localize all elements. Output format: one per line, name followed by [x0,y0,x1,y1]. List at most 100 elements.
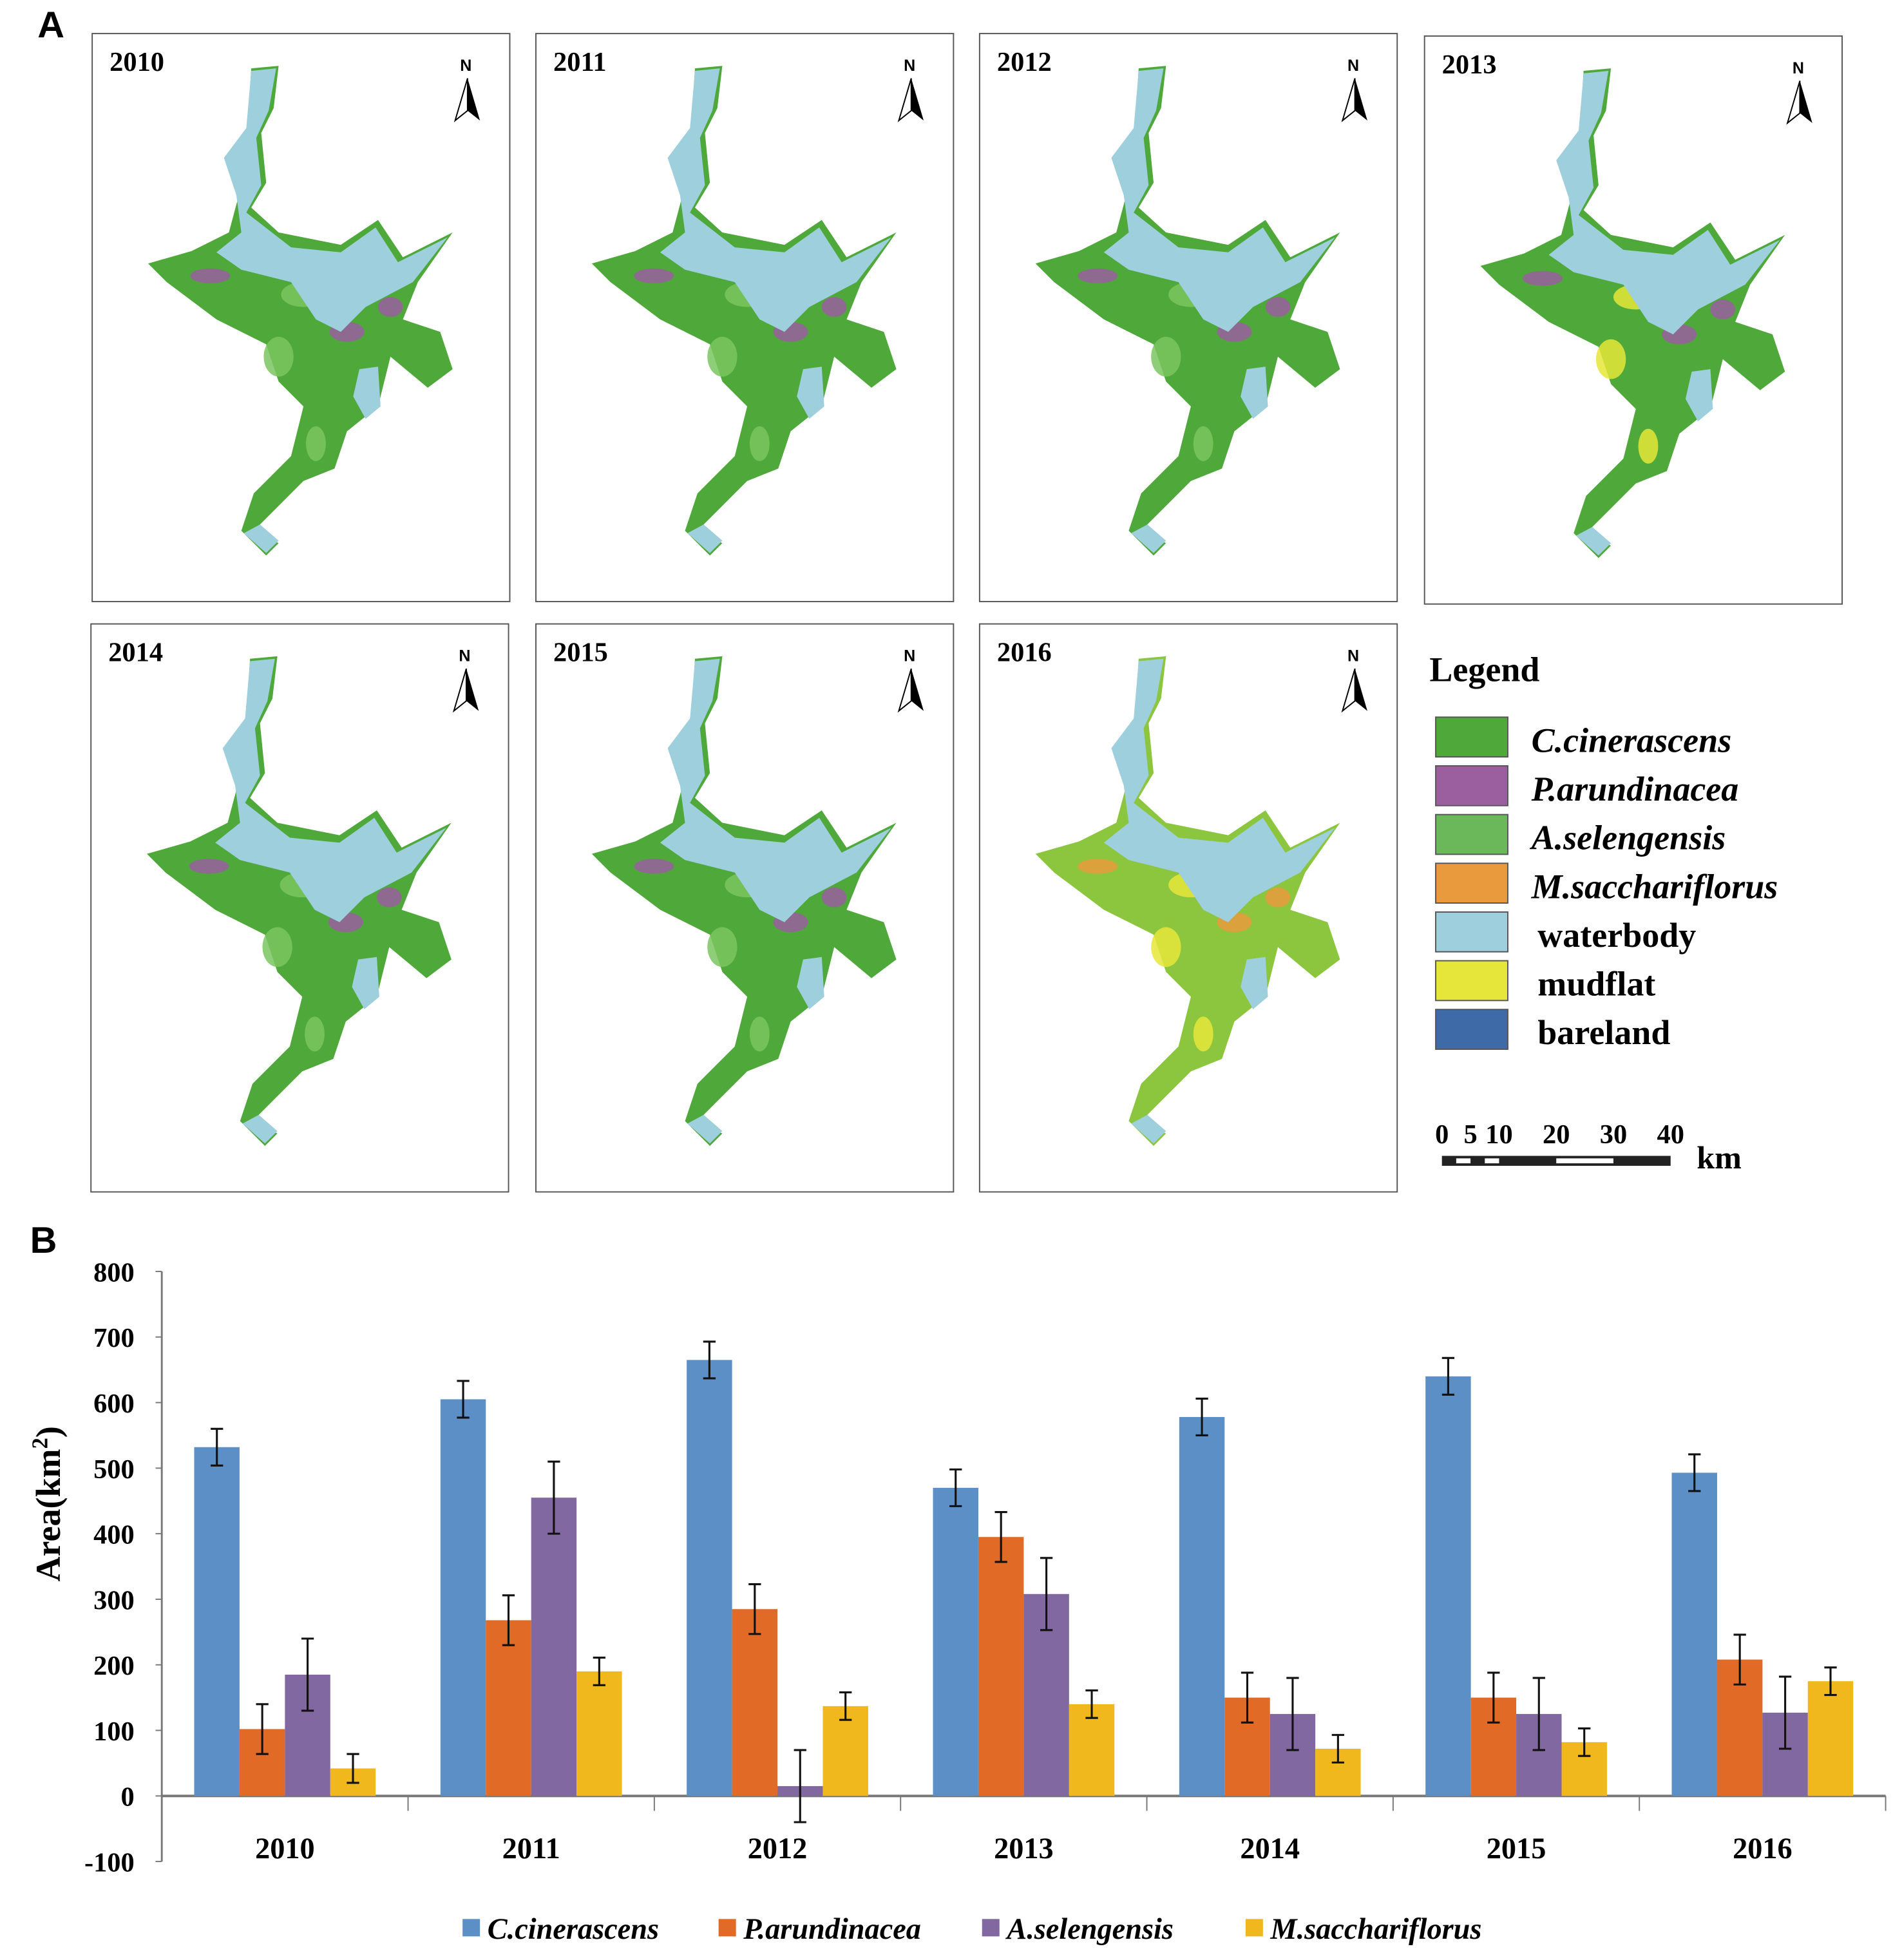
map-panel-2011: 2011 N [535,33,955,602]
legend-swatch [1435,960,1508,1002]
vegetation-patch [1151,927,1181,967]
north-label: N [904,57,915,75]
north-label: N [1793,59,1804,77]
bar-c-cinerascens-2010 [194,1447,240,1796]
legend-swatch [1435,716,1508,758]
legend-label: M.sacchariflorus [1531,867,1778,906]
vegetation-patch [1710,300,1736,319]
legend-swatch [1435,1009,1508,1050]
y-tick-label: 200 [93,1651,135,1681]
chart-legend-label: M.sacchariflorus [1270,1913,1481,1946]
vegetation-patch [707,927,737,967]
y-tick-label: 700 [93,1323,135,1353]
scale-tick-label: 20 [1543,1119,1570,1150]
vegetation-patch [749,1016,770,1052]
north-arrow-icon [1355,78,1367,121]
map-panel-2013: 2013 N [1423,35,1843,605]
vegetation-patch [1151,336,1181,377]
y-tick-label: 400 [93,1520,135,1550]
legend-item: M.sacchariflorus [1435,862,1778,906]
north-arrow-icon [1800,81,1812,124]
bar-p-arundinacea-2011 [486,1620,531,1796]
vegetation-patch [306,426,326,461]
vegetation-patch [262,927,292,967]
legend-label: mudflat [1537,965,1655,1004]
chart-legend-item: P.arundinacea [718,1913,921,1946]
vegetation-patch [1193,1016,1213,1052]
bar-c-cinerascens-2014 [1179,1416,1225,1796]
bar-m-sacchariflorus-2012 [823,1706,868,1796]
scale-tick-label: 10 [1485,1119,1512,1150]
legend-label: C.cinerascens [1532,721,1732,759]
bar-chart: 800 700 600 500 400 300 200 100 0 -100 Area(km2) 20… [28,1257,1887,1946]
vegetation-patch [634,268,674,283]
vegetation-patch [1265,887,1291,908]
bar-a-selengensis-2011 [531,1498,577,1796]
chart-legend-swatch [1245,1919,1263,1937]
panel-a-label: A [37,5,64,46]
y-tick-label: 600 [93,1389,135,1419]
y-tick-label: 500 [93,1454,135,1485]
chart-legend-swatch [462,1919,480,1937]
map-year-label: 2013 [1442,50,1497,80]
bar-c-cinerascens-2016 [1671,1472,1717,1796]
vegetation-patch [821,887,847,908]
map-year-label: 2016 [997,638,1052,668]
vegetation-patch [1638,428,1659,464]
vegetation-patch [707,336,737,377]
y-tick-label: 800 [93,1257,135,1288]
x-tick-label: 2016 [1733,1832,1793,1865]
vegetation-patch [1265,297,1291,318]
map-year-label: 2012 [997,47,1052,77]
legend-item: C.cinerascens [1435,716,1732,759]
legend-item: mudflat [1435,960,1655,1004]
y-label-end: ) [29,1426,68,1438]
x-tick-label: 2014 [1240,1832,1300,1865]
map-legend: Legend C.cinerascens P.arundinacea A.selen… [1429,650,1778,1175]
y-tick-label: 0 [121,1782,135,1813]
vegetation-patch [263,336,294,377]
legend-label: waterbody [1537,916,1696,955]
legend-label: bareland [1537,1013,1670,1052]
y-tick-label: 100 [93,1717,135,1747]
vegetation-patch [749,426,770,461]
scale-tick-label: 40 [1657,1119,1684,1150]
vegetation-patch [634,859,674,874]
scale-bar-segment [1556,1158,1613,1164]
y-tick-label: 300 [93,1585,135,1615]
scale-tick-label: 0 [1435,1119,1449,1150]
north-label: N [1347,57,1359,75]
x-tick-label: 2012 [748,1832,808,1865]
map-year-label: 2014 [108,638,163,668]
legend-item: waterbody [1435,911,1696,955]
panel-b-label: B [30,1220,57,1261]
scale-unit: km [1697,1139,1742,1175]
bar-m-sacchariflorus-2013 [1069,1704,1115,1796]
map-panel-2012: 2012 N [978,33,1398,602]
bar-c-cinerascens-2011 [440,1399,486,1796]
y-tick-label: -100 [84,1848,135,1878]
map-panel-2015: 2015 N [535,623,955,1193]
scale-tick-label: 5 [1463,1119,1477,1150]
north-arrow-icon [911,78,924,121]
chart-legend-label: P.arundinacea [743,1913,921,1946]
bar-c-cinerascens-2015 [1425,1376,1471,1796]
bar-p-arundinacea-2012 [732,1609,778,1796]
map-panel-2010: 2010 N [91,33,511,602]
legend-label: A.selengensis [1530,819,1726,857]
north-arrow-icon [466,669,479,711]
vegetation-patch [377,297,403,318]
north-arrow-icon [1355,669,1367,711]
legend-swatch [1435,911,1508,953]
x-tick-label: 2013 [994,1832,1054,1865]
bar-c-cinerascens-2013 [933,1487,978,1796]
scale-bar: 0 5 10 20 30 40 km [1435,1119,1742,1175]
legend-item: P.arundinacea [1435,765,1739,808]
legend-label: P.arundinacea [1531,770,1739,808]
chart-legend-item: M.sacchariflorus [1245,1913,1481,1946]
y-label-sup: 2 [28,1438,53,1449]
legend-swatch [1435,862,1508,904]
vegetation-patch [1078,268,1118,283]
